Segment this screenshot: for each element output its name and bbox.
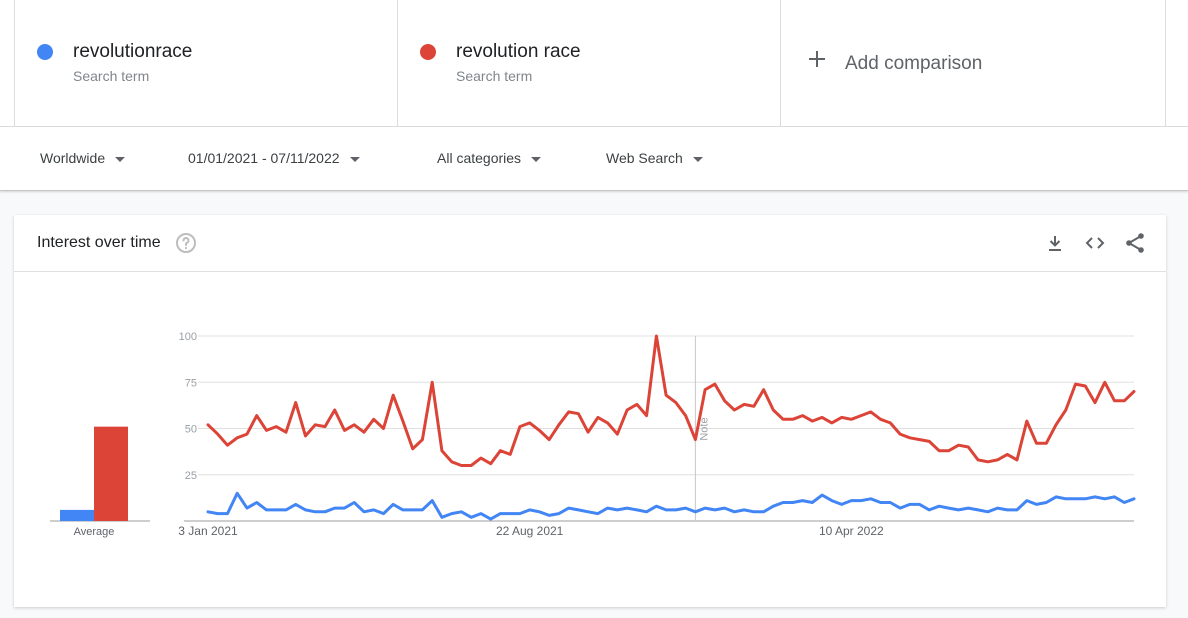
help-circle-icon[interactable] xyxy=(174,231,198,255)
y-tick-label: 50 xyxy=(185,424,197,436)
download-icon[interactable] xyxy=(1043,231,1067,255)
plus-icon xyxy=(809,51,825,67)
region-dropdown[interactable]: Worldwide xyxy=(40,150,126,166)
filter-bar: Worldwide 01/01/2021 - 07/11/2022 All ca… xyxy=(0,127,1188,191)
term-1-subtitle: Search term xyxy=(73,68,150,84)
term-2-color-dot xyxy=(420,44,436,60)
search-term-card-2[interactable]: revolution race Search term xyxy=(397,0,781,126)
search-type-dropdown[interactable]: Web Search xyxy=(606,150,703,166)
note-marker-label: Note xyxy=(698,417,710,440)
add-comparison-label: Add comparison xyxy=(845,53,983,74)
category-label: All categories xyxy=(437,150,522,166)
card-title: Interest over time xyxy=(37,234,161,251)
card-header: Interest over time xyxy=(14,215,1166,272)
interest-chart: 25 50 75 100 Note 3 Jan 2021 22 Aug 2021 10 Apr… xyxy=(50,331,1136,538)
average-bar-2 xyxy=(94,426,128,521)
embed-code-icon[interactable] xyxy=(1083,231,1107,255)
term-1-name[interactable]: revolutionrace xyxy=(73,41,193,62)
search-term-card-1[interactable]: revolutionrace Search term xyxy=(14,0,398,126)
x-tick-label: 22 Aug 2021 xyxy=(496,524,564,538)
average-label: Average xyxy=(74,526,115,538)
y-tick-label: 100 xyxy=(179,331,197,343)
term-2-subtitle: Search term xyxy=(456,68,533,84)
date-range-dropdown[interactable]: 01/01/2021 - 07/11/2022 xyxy=(188,150,360,166)
category-dropdown[interactable]: All categories xyxy=(437,150,542,166)
series-line-1 xyxy=(206,491,1136,521)
interest-over-time-card: Interest over time 25 50 75 100 Note 3 Jan 20… xyxy=(14,215,1166,607)
average-bar-1 xyxy=(60,509,94,521)
term-2-name[interactable]: revolution race xyxy=(456,41,581,62)
chevron-down-icon xyxy=(115,156,126,162)
share-icon[interactable] xyxy=(1123,231,1147,255)
chevron-down-icon xyxy=(531,156,542,162)
x-tick-label: 10 Apr 2022 xyxy=(819,524,884,538)
term-1-color-dot xyxy=(37,44,53,60)
search-terms-bar: revolutionrace Search term revolution ra… xyxy=(0,0,1188,127)
series-line-2 xyxy=(206,334,1136,467)
y-tick-label: 75 xyxy=(185,377,197,389)
region-label: Worldwide xyxy=(40,150,106,166)
y-tick-label: 25 xyxy=(185,470,197,482)
chevron-down-icon xyxy=(692,156,703,162)
add-comparison-button[interactable]: Add comparison xyxy=(780,0,1166,126)
search-type-label: Web Search xyxy=(606,150,683,166)
x-tick-label: 3 Jan 2021 xyxy=(178,524,238,538)
chevron-down-icon xyxy=(349,156,360,162)
date-range-label: 01/01/2021 - 07/11/2022 xyxy=(188,150,340,166)
